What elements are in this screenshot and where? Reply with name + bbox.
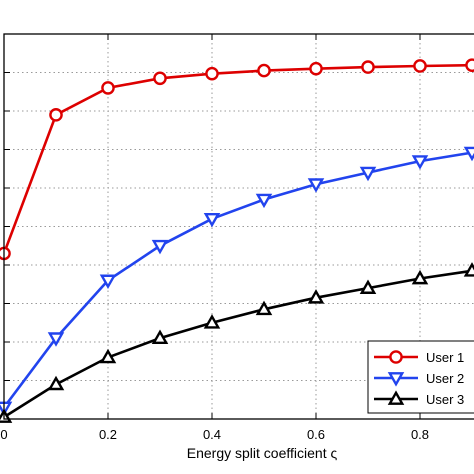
data-point [463, 146, 474, 162]
data-point [309, 61, 323, 76]
data-point [47, 375, 65, 391]
data-point [101, 81, 115, 95]
legend-marker [387, 390, 405, 405]
data-point [255, 300, 273, 316]
data-point [99, 348, 117, 364]
legend-marker [387, 372, 405, 387]
data-point [203, 314, 221, 329]
legend: User 1 User 2 User 3 [367, 340, 474, 414]
data-point [153, 71, 167, 86]
data-point [151, 329, 169, 344]
x-tick-label: 0 [0, 427, 7, 442]
series-line [2, 63, 474, 254]
x-tick-label: 0.2 [99, 427, 117, 442]
data-point [257, 63, 271, 78]
data-point [255, 193, 273, 209]
data-point [99, 274, 117, 290]
data-point [47, 332, 65, 347]
series-3 [0, 262, 474, 423]
data-point [0, 246, 11, 261]
data-point [359, 279, 377, 294]
data-point [307, 289, 325, 304]
data-point [205, 66, 219, 81]
x-tick-label: 0.8 [411, 427, 429, 442]
legend-item: User 2 [374, 371, 464, 387]
legend-label: User 2 [426, 371, 464, 386]
x-axis-label: Energy split coefficient ς [187, 445, 338, 461]
data-point [203, 212, 221, 228]
legend-item: User 3 [374, 390, 464, 407]
data-point [359, 166, 377, 182]
series-1 [0, 58, 474, 261]
x-tick-label: 0.6 [307, 427, 325, 442]
data-point [151, 239, 169, 255]
series-2 [0, 146, 474, 417]
data-point [49, 108, 63, 122]
data-point [465, 58, 474, 72]
data-point [0, 408, 13, 423]
data-point [413, 59, 427, 73]
series-layer [0, 58, 474, 423]
data-point [361, 60, 375, 74]
data-point [463, 262, 474, 277]
data-point [411, 155, 429, 170]
legend-marker [389, 350, 403, 364]
legend-item: User 1 [374, 350, 464, 365]
data-point [411, 269, 429, 285]
legend-label: User 3 [426, 392, 464, 407]
x-tick-label: 0.4 [203, 427, 221, 442]
tick-layer: 0 0.2 0.4 0.6 0.8 [0, 33, 429, 442]
data-point [307, 178, 325, 193]
legend-label: User 1 [426, 350, 464, 365]
